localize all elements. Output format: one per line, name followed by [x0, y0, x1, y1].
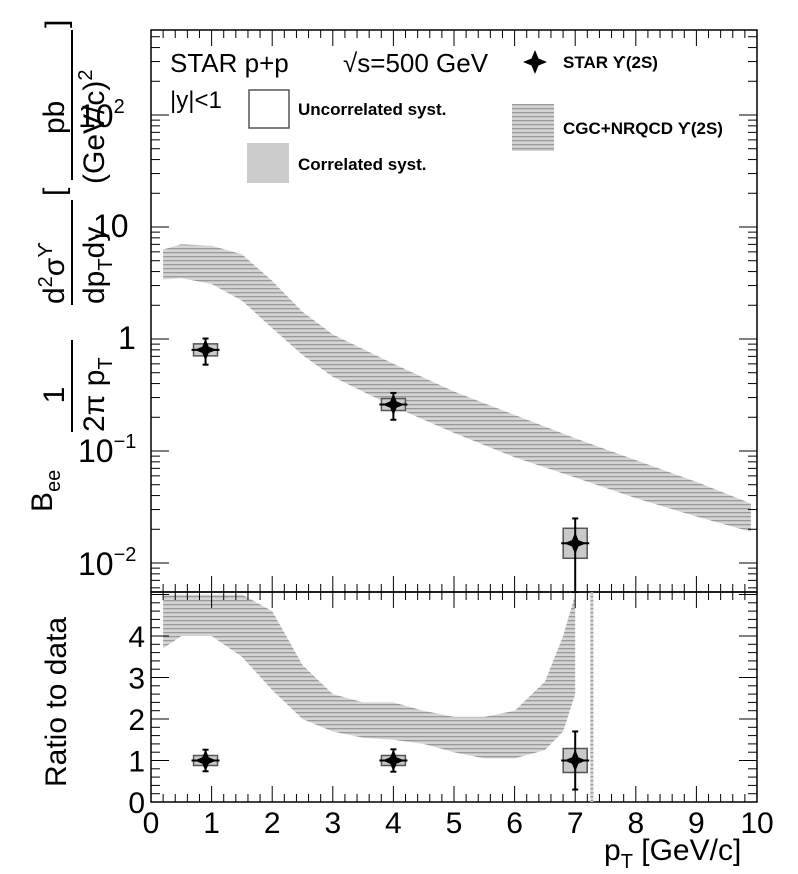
experiment-label: STAR p+p [170, 48, 289, 78]
x-tick-label: 4 [385, 807, 402, 840]
lower-y-tick-label: 2 [128, 704, 145, 737]
legend-data-label: STAR ϒ(2S) [563, 53, 658, 72]
y-tick-label-1: 1 [118, 320, 136, 356]
svg-text:[: [ [38, 187, 71, 196]
lower-data-points [191, 730, 590, 791]
svg-text:2π pT: 2π pT [78, 357, 117, 432]
svg-text:(GeV/c)2: (GeV/c)2 [75, 70, 111, 184]
svg-text:d2σϒ: d2σϒ [35, 242, 71, 304]
legend-correlated-label: Correlated syst. [298, 155, 427, 174]
svg-text:]: ] [40, 20, 73, 28]
svg-text:dpTdy: dpTdy [78, 227, 117, 304]
upper-y-ticks [150, 30, 758, 592]
svg-text:pb: pb [38, 101, 71, 134]
x-tick-label: 0 [143, 807, 160, 840]
x-axis-label: pT [GeV/c] [604, 834, 741, 873]
x-tick-label: 10 [740, 807, 773, 840]
model-band-upper [163, 244, 751, 532]
upper-model-band [163, 244, 751, 532]
y-tick-label-0p01: 10−2 [78, 544, 136, 582]
x-tick-label: 8 [627, 807, 644, 840]
rapidity-label: |y|<1 [170, 87, 222, 114]
legend-correlated-box [247, 143, 289, 183]
legend-model-label: CGC+NRQCD ϒ(2S) [563, 119, 723, 138]
model-band-lower [163, 594, 576, 759]
data-point-marker [194, 338, 217, 361]
lower-ticks: 0 1 2 3 4 5 6 7 8 9 10 0 1 2 3 4 [128, 592, 774, 840]
legend-model-box [512, 104, 554, 151]
data-point-marker [382, 393, 405, 416]
y-tick-label-10: 10 [93, 208, 129, 244]
legend: STAR ϒ(2S) Uncorrelated syst. Correlated… [247, 50, 723, 183]
energy-label: √s=500 GeV [343, 48, 489, 78]
lower-model-band [163, 592, 594, 802]
model-band-lower-spike [590, 592, 594, 802]
upper-y-tick-labels: 102 10 1 10−1 10−2 [78, 96, 136, 582]
x-tick-label: 9 [688, 807, 705, 840]
data-point-marker [382, 749, 405, 772]
data-point-marker [194, 749, 217, 772]
svg-text:1: 1 [38, 387, 71, 404]
legend-uncorrelated-label: Uncorrelated syst. [298, 100, 446, 119]
x-tick-label: 7 [567, 807, 584, 840]
data-point-marker [564, 532, 587, 555]
lower-y-tick-label: 1 [128, 746, 145, 779]
x-tick-label: 2 [264, 807, 281, 840]
x-tick-label: 1 [203, 807, 220, 840]
lower-y-tick-label: 4 [128, 621, 145, 654]
lower-y-tick-label: 0 [128, 787, 145, 820]
legend-uncorrelated-box [248, 89, 290, 129]
upper-plot-frame [150, 29, 758, 593]
legend-data-marker [523, 50, 547, 74]
data-point-marker [564, 749, 587, 772]
lower-y-axis-label: Ratio to data [40, 617, 73, 787]
upper-data-points [191, 337, 590, 593]
lower-y-tick-label: 3 [128, 663, 145, 696]
y-tick-label-0p1: 10−1 [78, 431, 136, 469]
svg-text:Bee: Bee [26, 470, 65, 512]
x-tick-label: 3 [324, 807, 341, 840]
x-tick-label: 6 [506, 807, 523, 840]
x-tick-label: 5 [446, 807, 463, 840]
